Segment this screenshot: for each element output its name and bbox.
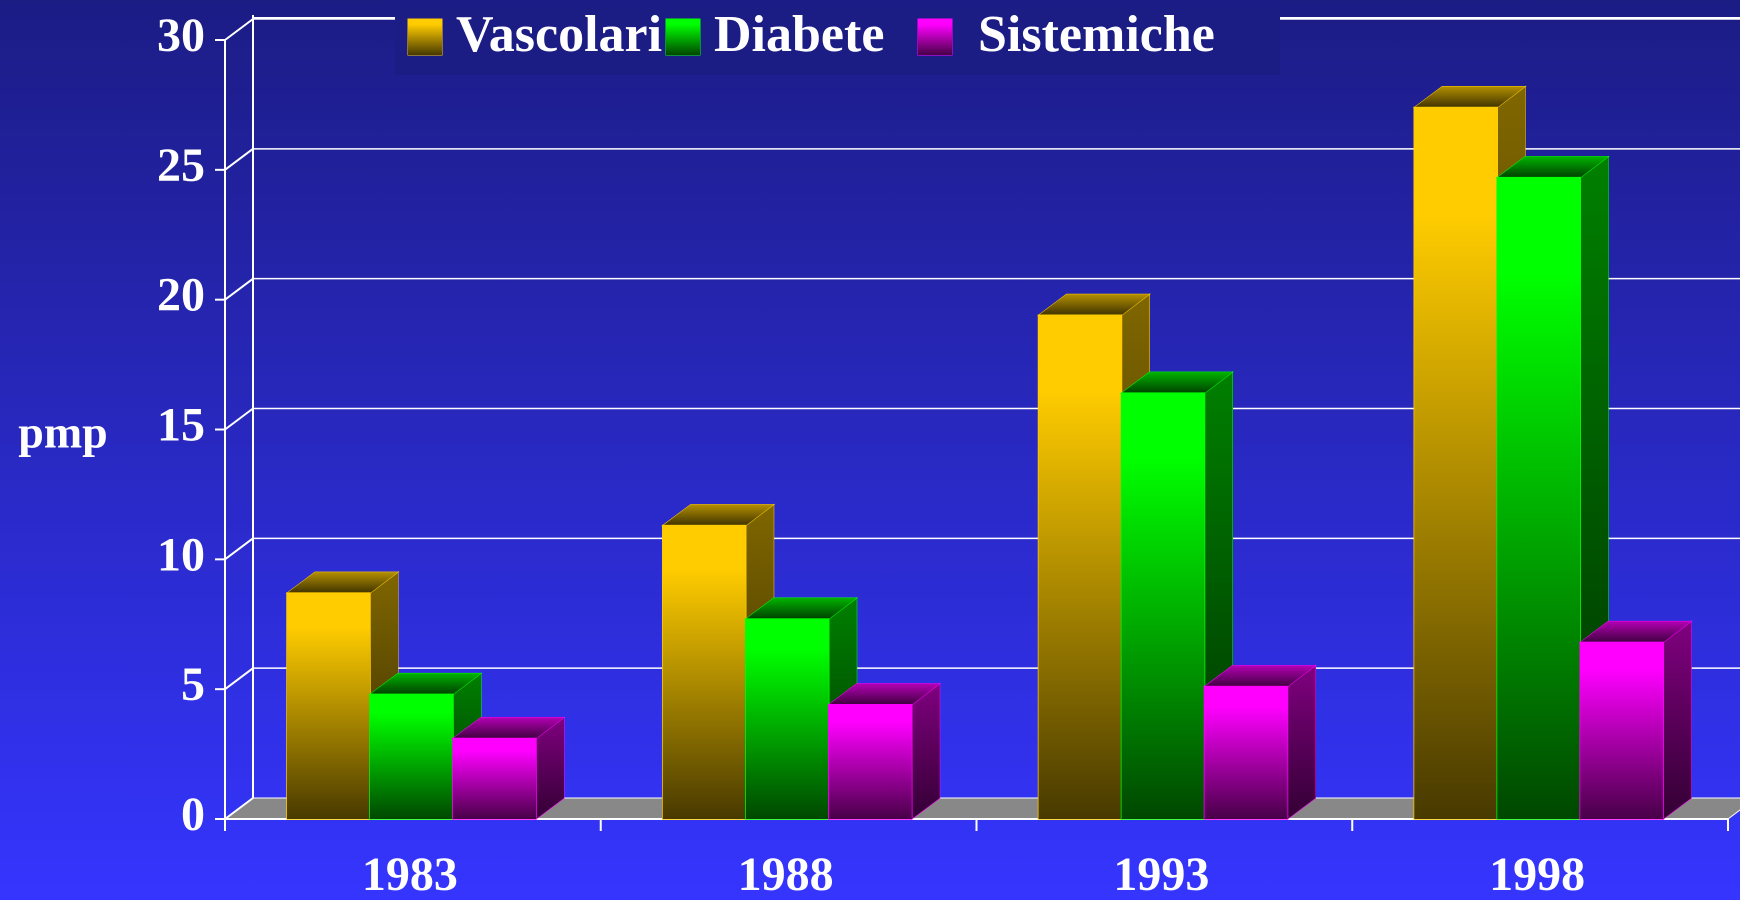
bar-shade (828, 704, 912, 819)
bar-top-shade (370, 673, 481, 695)
bar-shade (370, 694, 453, 819)
bar-group (285, 571, 400, 820)
y-tick-diag (224, 18, 254, 41)
y-tick-label: 30 (157, 9, 205, 62)
legend-label: Vascolari (456, 6, 662, 63)
y-tick-diag (224, 667, 254, 690)
legend-swatch-shade (666, 19, 700, 55)
bar-shade (1580, 642, 1664, 819)
y-tick-label: 20 (157, 269, 205, 322)
bar-top-shade (1497, 156, 1609, 178)
x-tick-label: 1983 (362, 848, 458, 900)
bar-shade (287, 593, 370, 819)
y-tick-label: 25 (157, 139, 205, 192)
bar-shade (745, 619, 829, 819)
bar-top-shade (1414, 86, 1526, 108)
bar-top-shade (662, 504, 774, 526)
bar-top-shade (453, 717, 564, 739)
bar-side-shade (1663, 621, 1692, 819)
y-tick-diag (224, 797, 254, 820)
bar-shade (1121, 393, 1205, 819)
bar-side-shade (536, 717, 564, 819)
bar-shade (1414, 107, 1498, 820)
legend-swatch-shade (918, 19, 952, 55)
y-tick-diag (224, 277, 254, 301)
bar-shade (1038, 315, 1122, 819)
bar-shade (662, 525, 746, 819)
y-tick-diag (224, 148, 254, 171)
bar-group (827, 682, 942, 820)
y-tick-label: 5 (181, 658, 205, 711)
bar-top-shade (1580, 621, 1692, 643)
bar-shade (453, 738, 536, 819)
bar-top-shade (287, 572, 398, 594)
bar-top-shade (1038, 294, 1150, 316)
bar-group (451, 716, 566, 820)
x-tick-label: 1993 (1113, 848, 1209, 900)
x-tick-label: 1988 (738, 848, 834, 900)
bar-top-shade (1121, 372, 1233, 394)
legend-label: Sistemiche (978, 6, 1215, 63)
bar-shade (1497, 177, 1581, 819)
y-tick-diag (224, 407, 254, 431)
y-tick-diag (224, 537, 254, 561)
legend-box (395, 5, 1280, 75)
bar-shade (1204, 686, 1288, 819)
y-tick-label: 15 (157, 399, 205, 452)
bar-top-shade (745, 598, 857, 620)
y-tick-label: 10 (157, 528, 205, 581)
bar-side-shade (1287, 665, 1316, 819)
bar-group (1578, 620, 1693, 820)
x-tick-label: 1998 (1489, 848, 1585, 900)
bar-side-shade (911, 683, 940, 819)
bar-top-shade (828, 683, 940, 705)
y-tick-label: 0 (181, 788, 205, 841)
bar-group (1203, 664, 1317, 820)
bar-top-shade (1204, 665, 1316, 687)
legend-label: Diabete (714, 6, 884, 63)
legend-swatch-shade (408, 19, 442, 55)
y-axis-label: pmp (18, 407, 107, 458)
